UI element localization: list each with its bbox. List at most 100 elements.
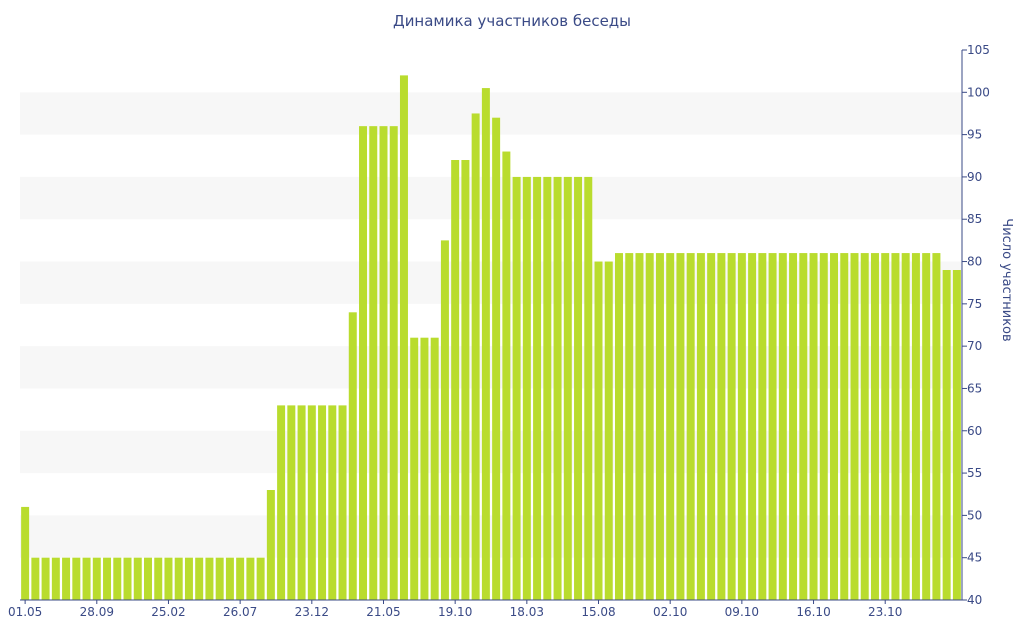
bar — [41, 557, 50, 600]
bar — [256, 557, 265, 600]
y-tick-label: 55 — [967, 466, 982, 480]
bar — [492, 117, 501, 600]
bar — [676, 253, 685, 600]
bar — [727, 253, 736, 600]
x-tick-label: 25.02 — [151, 605, 185, 619]
bar — [21, 506, 30, 600]
bar — [891, 253, 900, 600]
y-tick-label: 70 — [967, 339, 982, 353]
bar — [789, 253, 798, 600]
bar — [533, 176, 542, 601]
y-tick-label: 85 — [967, 212, 982, 226]
bar — [584, 176, 593, 601]
bar — [717, 253, 726, 600]
bar — [748, 253, 757, 600]
x-tick-label: 26.07 — [223, 605, 257, 619]
bar — [389, 126, 398, 601]
bar — [574, 176, 583, 601]
bar — [430, 337, 439, 600]
bar — [133, 557, 142, 600]
y-tick-label: 65 — [967, 381, 982, 395]
bar — [277, 405, 286, 600]
bar — [174, 557, 183, 600]
bar — [768, 253, 777, 600]
bar — [369, 126, 378, 601]
bar — [461, 160, 470, 600]
x-tick-label: 23.12 — [295, 605, 329, 619]
bar — [399, 75, 408, 600]
bar — [686, 253, 695, 600]
x-tick-label: 09.10 — [725, 605, 759, 619]
bar — [359, 126, 368, 601]
bar — [942, 270, 951, 600]
bar — [113, 557, 122, 600]
bar — [103, 557, 112, 600]
y-tick-label: 95 — [967, 128, 982, 142]
bar — [666, 253, 675, 600]
bar — [420, 337, 429, 600]
chart-title: Динамика участников беседы — [392, 12, 632, 30]
bar — [287, 405, 296, 600]
bar — [553, 176, 562, 601]
bar — [184, 557, 193, 600]
bar — [451, 160, 460, 600]
bar — [164, 557, 173, 600]
bar — [328, 405, 337, 600]
bar — [850, 253, 859, 600]
bar — [471, 113, 480, 601]
bar — [502, 151, 511, 601]
bar — [440, 240, 449, 600]
bar — [809, 253, 818, 600]
bar — [215, 557, 224, 600]
bar — [82, 557, 91, 600]
x-tick-label: 02.10 — [653, 605, 687, 619]
bar — [154, 557, 163, 600]
bar — [655, 253, 664, 600]
bar — [195, 557, 204, 600]
x-tick-label: 21.05 — [366, 605, 400, 619]
bar — [72, 557, 81, 600]
bar — [819, 253, 828, 600]
x-tick-label: 19.10 — [438, 605, 472, 619]
bar — [604, 261, 613, 600]
bar — [225, 557, 234, 600]
grid-band — [20, 176, 962, 220]
bar — [348, 312, 357, 600]
bar — [410, 337, 419, 600]
bar — [830, 253, 839, 600]
bar — [881, 253, 890, 600]
y-tick-label: 80 — [967, 255, 982, 269]
y-tick-label: 90 — [967, 170, 982, 184]
y-tick-label: 50 — [967, 508, 982, 522]
bar — [338, 405, 347, 600]
bar — [297, 405, 306, 600]
bar — [635, 253, 644, 600]
bar — [645, 253, 654, 600]
bar — [778, 253, 787, 600]
bar — [236, 557, 245, 600]
bar — [379, 126, 388, 601]
grid-band — [20, 92, 962, 135]
bar — [246, 557, 255, 600]
bar — [512, 176, 521, 601]
y-tick-label: 100 — [967, 85, 990, 99]
x-axis: 01.05 28.09 25.02 26.07 23.12 21.05 19.10 18.03… — [8, 599, 962, 619]
bar — [870, 253, 879, 600]
y-tick-label: 75 — [967, 297, 982, 311]
x-tick-label: 15.08 — [581, 605, 615, 619]
bar — [266, 490, 275, 600]
bar — [563, 176, 572, 601]
x-tick-label: 01.05 — [8, 605, 42, 619]
bar — [737, 253, 746, 600]
y-tick-label: 105 — [967, 43, 990, 57]
bar — [144, 557, 152, 600]
bar — [922, 253, 931, 600]
bar — [696, 253, 705, 600]
bar — [799, 253, 808, 600]
bar — [51, 557, 60, 600]
bar — [860, 253, 869, 600]
bar — [625, 253, 634, 600]
y-axis-label: Число участников — [999, 218, 1014, 341]
y-tick-label: 60 — [967, 424, 982, 438]
